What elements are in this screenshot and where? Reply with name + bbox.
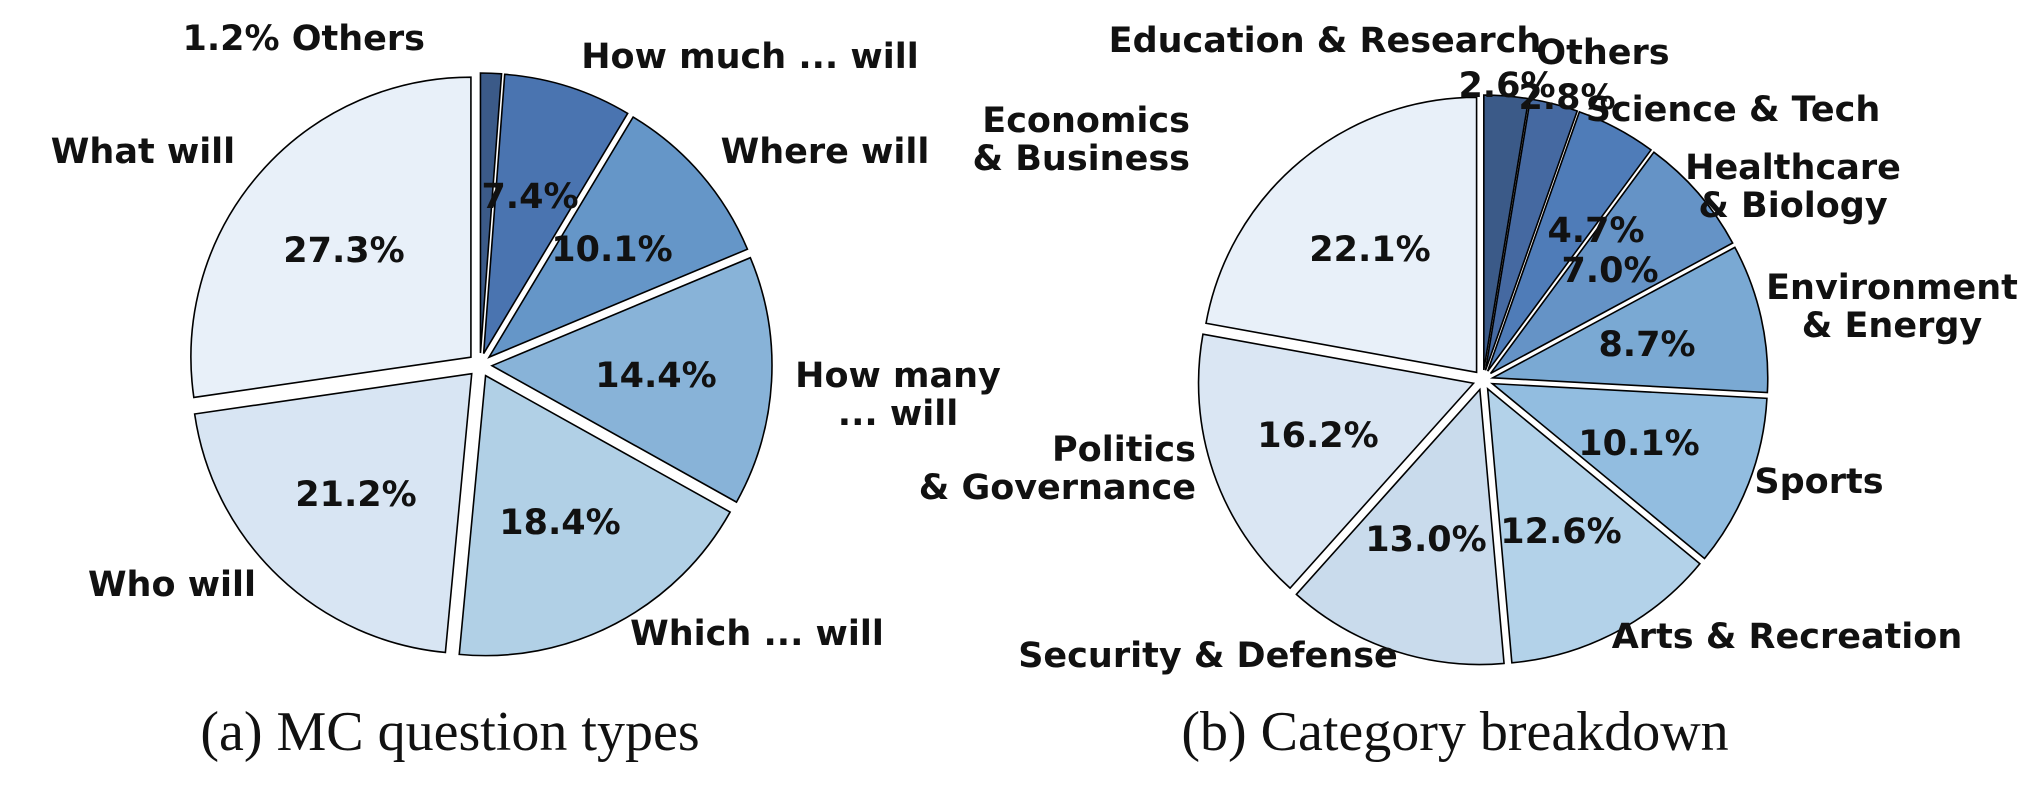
pie-slice-science-tech (1486, 110, 1653, 372)
slice-percent-sports: 10.1% (1578, 424, 1699, 464)
pie-slice-environment-energy (1489, 246, 1769, 394)
slice-label-what-will: What will (51, 132, 235, 172)
pie-chart-question-types: 7.4% 10.1% 14.4% 18.4% 21.2% 27.3% 1.2% Others… (51, 19, 1001, 657)
slice-percent-environment-energy: 8.7% (1598, 325, 1695, 365)
pie-slice-how-many-will (490, 256, 773, 504)
pie-slice-arts-recreation (1486, 387, 1701, 664)
pie-slice-others (1484, 98, 1579, 371)
slice-percent-science-tech: 4.7% (1547, 211, 1644, 251)
pie-slice-who-will (193, 372, 473, 654)
slice-percent-what-will: 27.3% (283, 231, 404, 271)
slice-percent-education-research: 2.6% (1458, 66, 1555, 106)
pie-slice-healthcare-biology (1489, 151, 1734, 375)
slice-label-where-will: Where will (721, 132, 930, 172)
pie-slice-economics-business (1205, 96, 1478, 374)
slice-label-healthcare-biology: Healthcare & Biology (1685, 148, 1901, 226)
slice-percent-how-much-will: 7.4% (481, 177, 578, 217)
slice-label-science-tech: Science & Tech (1586, 90, 1881, 130)
slice-percent-politics-governance: 16.2% (1257, 416, 1378, 456)
slice-percent-which-will: 18.4% (499, 503, 620, 543)
slice-percent-healthcare-biology: 7.0% (1561, 251, 1658, 291)
slice-percent-security-defense: 13.0% (1365, 520, 1486, 560)
pie-slice-education-research (1483, 94, 1530, 371)
slice-label-education-research: Education & Research (1109, 21, 1542, 61)
pie-slice-what-will (190, 76, 472, 399)
pie-chart-category-breakdown: 2.6%2.8% 4.7%7.0% 8.7% 10.1% 12.6% 13.0% 16.2%… (919, 21, 2018, 676)
pie-slice-where-will (487, 115, 749, 359)
slice-label-security-defense: Security & Defense (1018, 636, 1398, 676)
slice-label-others: 1.2% Others (183, 19, 426, 59)
pie-slice-security-defense (1295, 387, 1505, 666)
pie-slice-politics-governance (1197, 333, 1476, 590)
slice-label-how-much-will: How much ... will (581, 37, 919, 77)
caption-a: (a) MC question types (200, 701, 699, 763)
slice-percent-how-many-will: 14.4% (595, 356, 716, 396)
slice-label-who-will: Who will (88, 565, 256, 605)
slice-label-economics-business: Economics & Business (973, 101, 1190, 179)
slice-percent-others: 2.8% (1518, 78, 1615, 118)
slice-label-arts-recreation: Arts & Recreation (1612, 617, 1963, 657)
slice-label-sports: Sports (1754, 462, 1883, 502)
slice-percent-economics-business: 22.1% (1309, 230, 1430, 270)
slice-percent-arts-recreation: 12.6% (1500, 512, 1621, 552)
pie-slice-how-much-will (482, 73, 629, 354)
slice-label-politics-governance: Politics & Governance (919, 430, 1196, 508)
slice-label-how-many-will: How many... will (795, 356, 1001, 434)
slice-label-which-will: Which ... will (630, 614, 884, 654)
pie-slice-which-will (458, 374, 732, 657)
slice-label-others: Others (1536, 33, 1669, 73)
pie-slice-others (479, 72, 503, 354)
caption-b: (b) Category breakdown (1181, 701, 1728, 763)
slice-label-environment-energy: Environment & Energy (1766, 268, 2018, 346)
slice-percent-who-will: 21.2% (295, 475, 416, 515)
slice-percent-where-will: 10.1% (551, 230, 672, 270)
pie-slice-sports (1489, 382, 1768, 560)
